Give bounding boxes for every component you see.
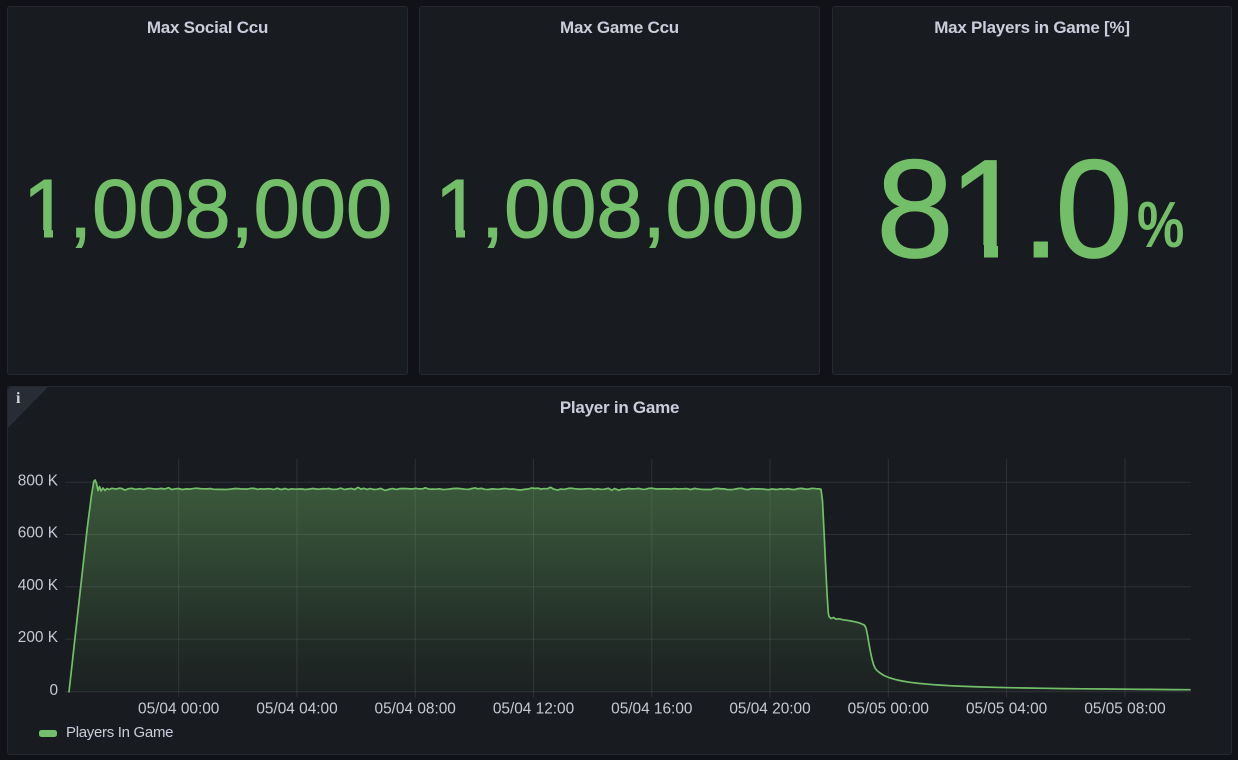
svg-text:05/04 12:00: 05/04 12:00 — [493, 700, 574, 717]
svg-text:05/05 08:00: 05/05 08:00 — [1084, 700, 1165, 717]
svg-text:600 K: 600 K — [18, 525, 59, 542]
svg-text:05/05 00:00: 05/05 00:00 — [848, 700, 929, 717]
svg-text:05/04 16:00: 05/04 16:00 — [611, 700, 692, 717]
svg-text:0: 0 — [49, 682, 58, 699]
svg-text:200 K: 200 K — [18, 629, 59, 646]
svg-text:05/05 04:00: 05/05 04:00 — [966, 700, 1047, 717]
svg-text:800 K: 800 K — [18, 472, 59, 489]
svg-text:400 K: 400 K — [18, 577, 59, 594]
svg-text:05/04 00:00: 05/04 00:00 — [138, 700, 219, 717]
svg-text:05/04 20:00: 05/04 20:00 — [729, 700, 810, 717]
svg-text:05/04 04:00: 05/04 04:00 — [256, 700, 337, 717]
svg-text:05/04 08:00: 05/04 08:00 — [375, 700, 456, 717]
